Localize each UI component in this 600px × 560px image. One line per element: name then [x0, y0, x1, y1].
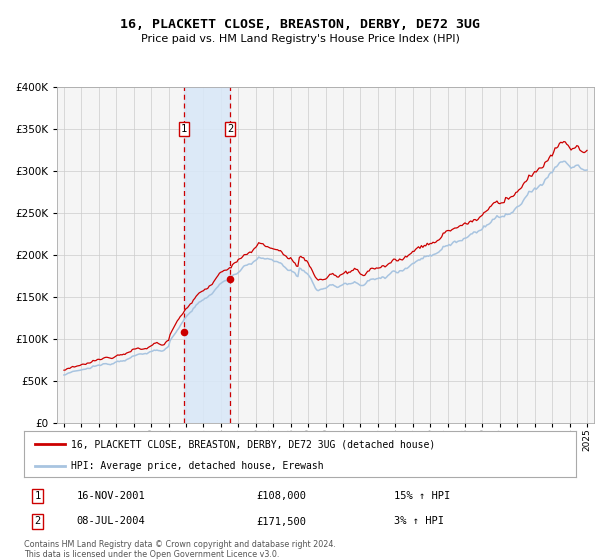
Bar [184, 87, 230, 423]
Text: 16, PLACKETT CLOSE, BREASTON, DERBY, DE72 3UG: 16, PLACKETT CLOSE, BREASTON, DERBY, DE7… [120, 18, 480, 31]
Text: 3% ↑ HPI: 3% ↑ HPI [394, 516, 444, 526]
Text: 08-JUL-2004: 08-JUL-2004 [76, 516, 145, 526]
Point [225, 274, 235, 283]
Text: Contains HM Land Registry data © Crown copyright and database right 2024.: Contains HM Land Registry data © Crown c… [24, 540, 336, 549]
Text: 16-NOV-2001: 16-NOV-2001 [76, 491, 145, 501]
Text: This data is licensed under the Open Government Licence v3.0.: This data is licensed under the Open Gov… [24, 550, 280, 559]
Point [179, 328, 189, 337]
Text: 16, PLACKETT CLOSE, BREASTON, DERBY, DE72 3UG (detached house): 16, PLACKETT CLOSE, BREASTON, DERBY, DE7… [71, 439, 435, 449]
Text: £108,000: £108,000 [256, 491, 306, 501]
Text: 1: 1 [181, 124, 187, 134]
Text: 2: 2 [227, 124, 233, 134]
Text: 2: 2 [35, 516, 41, 526]
Text: Price paid vs. HM Land Registry's House Price Index (HPI): Price paid vs. HM Land Registry's House … [140, 34, 460, 44]
Text: £171,500: £171,500 [256, 516, 306, 526]
Text: 1: 1 [35, 491, 41, 501]
Text: 15% ↑ HPI: 15% ↑ HPI [394, 491, 450, 501]
Text: HPI: Average price, detached house, Erewash: HPI: Average price, detached house, Erew… [71, 461, 323, 470]
